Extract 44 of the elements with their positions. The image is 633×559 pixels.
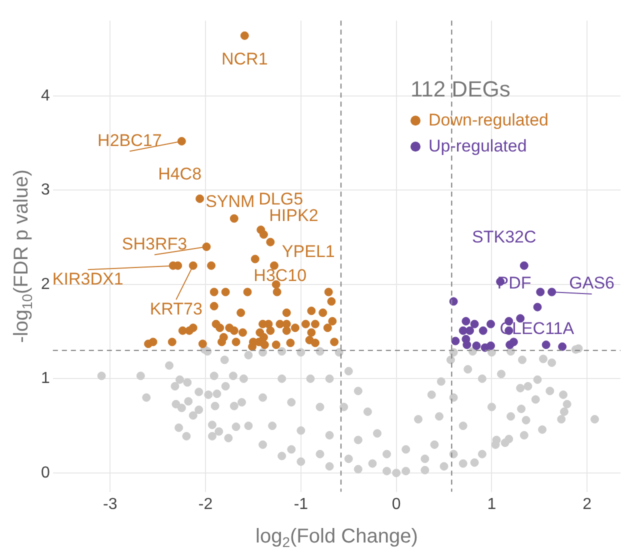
- point: [520, 261, 528, 270]
- point: [466, 326, 474, 335]
- x-tick-label: 2: [582, 496, 592, 513]
- annotation: NCR1: [221, 49, 268, 68]
- point: [486, 320, 496, 328]
- point: [470, 320, 479, 328]
- annotation: DLG5: [258, 190, 304, 208]
- y-tick-label: 1: [40, 370, 50, 388]
- annotation: HIPK2: [269, 206, 318, 226]
- annotation: H2BC17: [98, 130, 162, 150]
- legend-label: Down-regulated: [428, 110, 549, 130]
- y-tick-label: 3: [40, 182, 50, 199]
- point: [478, 326, 488, 335]
- annotation: GAS6: [569, 274, 614, 293]
- point: [558, 342, 567, 351]
- annotation: KRT73: [150, 299, 202, 318]
- legend-label: Up-regulated: [428, 136, 527, 156]
- annotation: YPEL1: [282, 242, 335, 261]
- x-tick-label: 0: [392, 496, 401, 513]
- point: [451, 336, 460, 346]
- point: [486, 341, 496, 350]
- x-tick-label: -3: [103, 496, 118, 513]
- annotation: SYNM: [206, 192, 255, 212]
- point: [462, 340, 472, 350]
- annotation: KIR3DX1: [52, 269, 124, 288]
- x-tick-label: 1: [487, 496, 496, 513]
- x-tick-label: -1: [294, 496, 308, 513]
- annotation: SH3RF3: [122, 234, 188, 254]
- y-axis-title: -log10(FDR p value): [10, 169, 35, 343]
- x-tick-label: -2: [198, 496, 213, 513]
- point: [542, 340, 550, 350]
- y-tick-label: 0: [40, 464, 50, 482]
- point: [548, 288, 556, 296]
- point: [462, 316, 470, 326]
- y-tick-label: 2: [40, 276, 50, 293]
- annotation: STK32C: [472, 227, 536, 246]
- annotation: H4C8: [158, 164, 202, 184]
- point: [533, 302, 542, 312]
- point: [536, 288, 545, 296]
- point: [472, 341, 481, 350]
- legend-title: 112 DEGs: [410, 76, 510, 102]
- y-tick-label: 4: [40, 87, 50, 104]
- point: [509, 338, 518, 346]
- annotation: H3C10: [254, 266, 307, 286]
